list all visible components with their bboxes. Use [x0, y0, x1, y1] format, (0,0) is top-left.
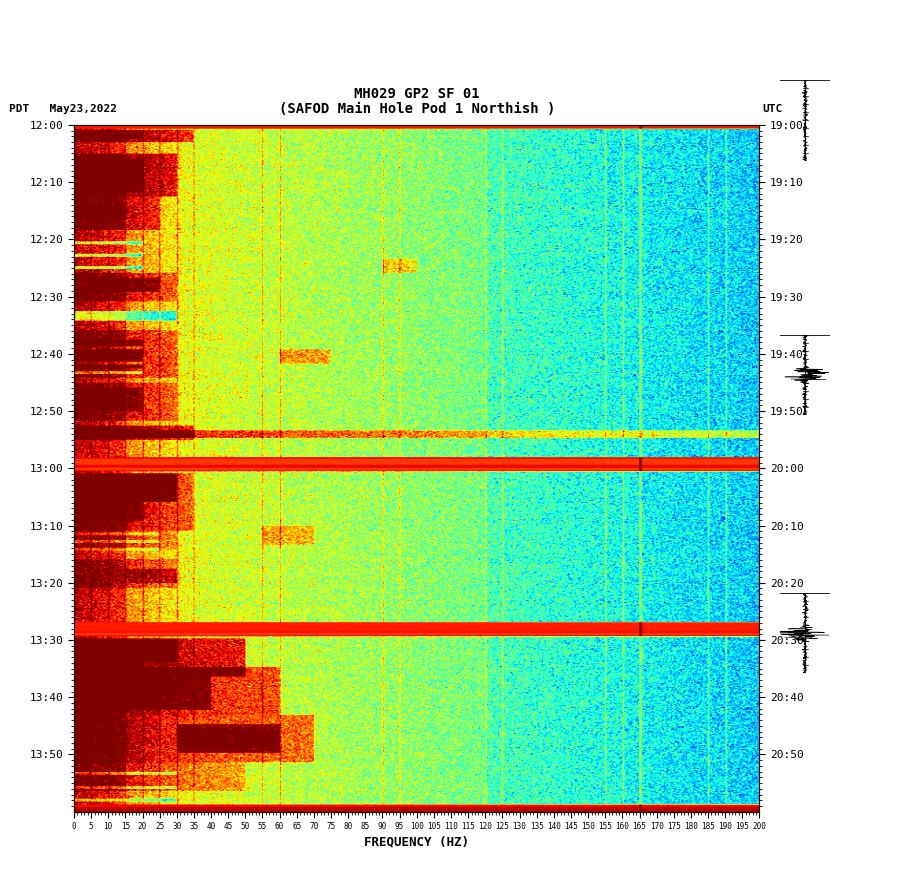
- Text: (SAFOD Main Hole Pod 1 Northish ): (SAFOD Main Hole Pod 1 Northish ): [279, 102, 555, 116]
- X-axis label: FREQUENCY (HZ): FREQUENCY (HZ): [364, 835, 469, 848]
- Text: PDT   May23,2022: PDT May23,2022: [9, 103, 117, 114]
- Text: UTC: UTC: [762, 103, 782, 114]
- Text: MH029 GP2 SF 01: MH029 GP2 SF 01: [354, 87, 480, 101]
- Text: USGS: USGS: [23, 17, 50, 28]
